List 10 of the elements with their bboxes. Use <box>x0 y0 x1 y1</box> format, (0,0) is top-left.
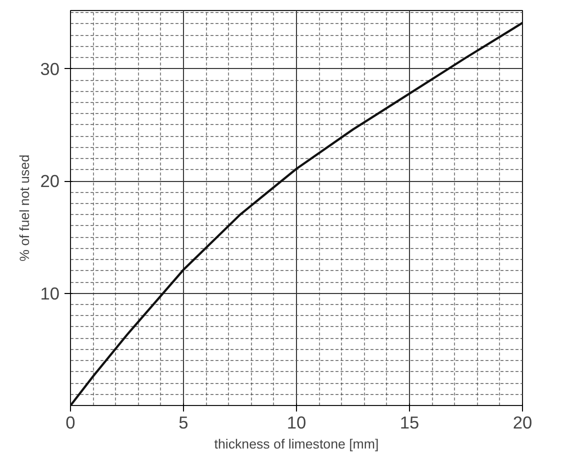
x-axis-title: thickness of limestone [mm] <box>214 436 379 452</box>
x-tick-label: 5 <box>178 412 188 432</box>
x-tick-label: 20 <box>512 412 532 432</box>
y-tick-label: 20 <box>40 171 60 192</box>
y-tick-label: 30 <box>40 58 60 79</box>
x-tick-label: 10 <box>286 412 306 432</box>
y-axis-title: % of fuel not used <box>17 154 32 262</box>
x-tick-label: 0 <box>66 412 76 432</box>
y-tick-label: 10 <box>40 283 60 304</box>
x-tick-label: 15 <box>400 412 420 432</box>
